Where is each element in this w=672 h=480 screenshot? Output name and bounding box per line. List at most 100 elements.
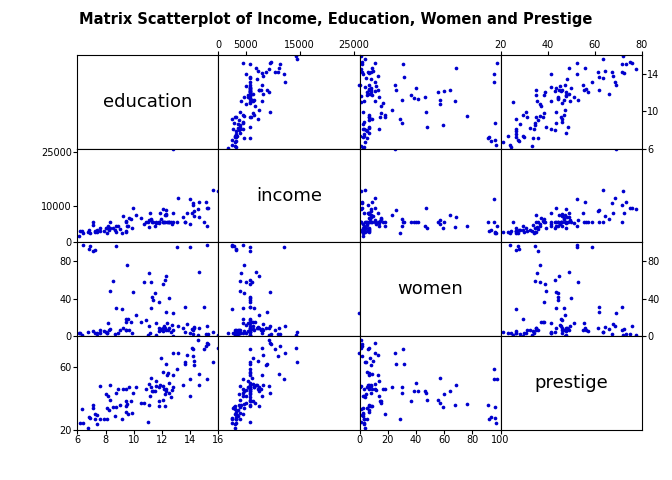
Point — [356, 345, 367, 352]
Point — [518, 226, 529, 234]
Point — [228, 330, 239, 337]
Point — [235, 329, 245, 337]
Point — [185, 375, 196, 383]
Point — [566, 294, 577, 302]
Point — [235, 409, 246, 417]
Point — [229, 424, 240, 432]
Point — [261, 308, 272, 316]
Point — [231, 414, 242, 421]
Point — [366, 88, 376, 96]
Point — [366, 212, 377, 220]
Point — [364, 371, 374, 379]
Point — [229, 113, 240, 120]
Point — [126, 216, 137, 223]
Point — [151, 218, 161, 226]
Point — [362, 134, 372, 142]
Point — [587, 79, 597, 86]
Point — [245, 368, 255, 375]
Point — [489, 365, 499, 372]
Point — [513, 137, 524, 145]
Point — [199, 303, 210, 311]
Point — [91, 411, 102, 419]
Point — [232, 411, 243, 419]
Point — [194, 214, 204, 221]
Point — [435, 220, 446, 228]
Point — [157, 324, 168, 332]
Point — [421, 108, 431, 116]
Point — [556, 99, 567, 107]
Point — [233, 413, 243, 420]
Point — [236, 401, 247, 409]
Point — [364, 113, 374, 120]
Point — [374, 392, 384, 400]
Point — [102, 223, 113, 230]
Point — [78, 229, 89, 237]
Point — [560, 327, 571, 335]
Point — [188, 199, 199, 207]
Point — [626, 322, 637, 329]
Point — [257, 329, 267, 336]
Point — [530, 212, 541, 219]
Point — [621, 198, 632, 205]
Point — [104, 218, 115, 226]
Point — [366, 212, 377, 219]
Point — [222, 433, 233, 441]
Point — [521, 326, 532, 334]
Point — [370, 349, 380, 357]
Point — [491, 141, 501, 149]
Point — [168, 309, 179, 316]
Point — [168, 145, 179, 153]
Point — [569, 219, 579, 227]
Point — [292, 55, 303, 62]
Point — [380, 385, 390, 393]
Point — [618, 331, 628, 339]
Point — [594, 86, 605, 94]
Point — [126, 397, 137, 405]
Point — [368, 212, 378, 220]
Point — [360, 228, 371, 236]
Point — [358, 108, 369, 116]
Point — [247, 278, 257, 286]
Point — [229, 402, 240, 410]
Point — [245, 93, 255, 100]
Point — [165, 329, 176, 336]
Point — [562, 123, 573, 131]
Point — [498, 138, 509, 145]
Point — [594, 73, 605, 81]
Point — [274, 370, 284, 377]
Point — [376, 214, 386, 222]
Point — [120, 319, 131, 326]
Point — [519, 228, 530, 235]
Point — [248, 109, 259, 117]
Point — [78, 420, 89, 427]
Point — [203, 204, 214, 211]
Point — [378, 99, 388, 107]
Point — [238, 111, 249, 119]
Point — [248, 384, 259, 391]
Point — [245, 74, 255, 82]
Point — [364, 210, 375, 217]
Point — [104, 407, 115, 414]
Point — [356, 93, 367, 100]
Point — [265, 322, 276, 329]
Point — [450, 224, 460, 231]
Point — [250, 318, 261, 325]
Point — [229, 328, 240, 336]
Point — [364, 210, 374, 217]
Point — [230, 416, 241, 423]
Point — [490, 136, 501, 144]
Point — [551, 84, 562, 92]
Point — [518, 332, 529, 339]
Point — [245, 385, 255, 393]
Point — [235, 288, 246, 295]
Point — [144, 329, 155, 336]
Point — [439, 87, 450, 95]
Point — [526, 332, 537, 339]
Point — [239, 134, 249, 142]
Point — [395, 115, 406, 123]
Point — [355, 142, 366, 150]
Point — [553, 289, 564, 297]
Point — [560, 324, 571, 332]
Point — [194, 324, 204, 332]
Point — [409, 387, 419, 395]
